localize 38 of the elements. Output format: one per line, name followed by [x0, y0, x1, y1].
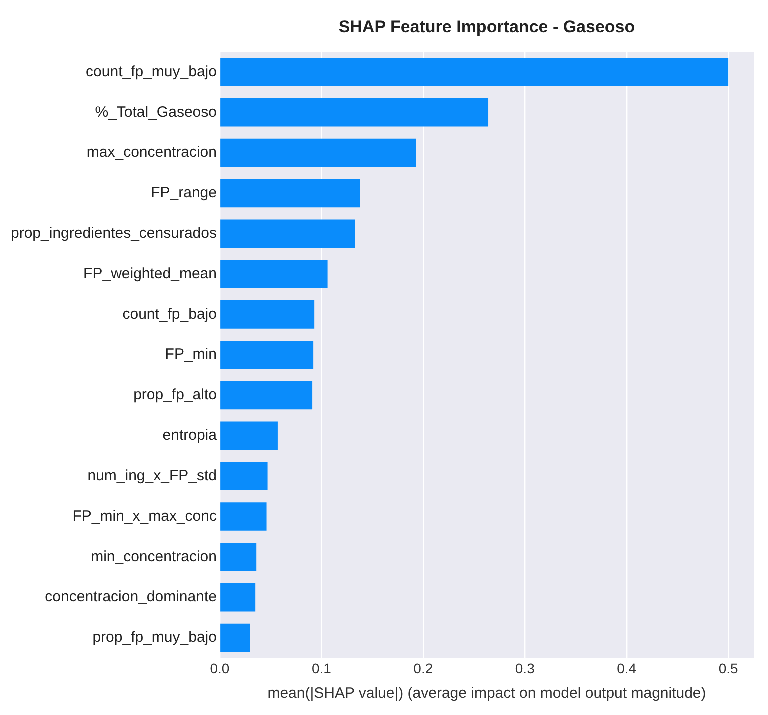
- y-tick-label: prop_ingredientes_censurados: [10, 225, 217, 242]
- bar: [220, 58, 729, 86]
- x-tick-label: 0.3: [515, 660, 536, 676]
- y-tick-label: FP_weighted_mean: [84, 265, 217, 282]
- x-tick-label: 0.5: [718, 660, 739, 676]
- chart-title: SHAP Feature Importance - Gaseoso: [338, 18, 636, 37]
- bar: [220, 624, 250, 652]
- y-tick-label: FP_min_x_max_conc: [72, 508, 218, 525]
- y-tick-label: min_concentracion: [91, 548, 217, 566]
- y-tick-label: num_ing_x_FP_std: [88, 467, 217, 484]
- bar: [220, 220, 356, 248]
- bar: [220, 98, 489, 127]
- y-tick-label: entropia: [162, 427, 218, 444]
- y-tick-label: count_fp_muy_bajo: [86, 63, 217, 80]
- y-tick-label: count_fp_bajo: [122, 306, 217, 323]
- bar: [220, 138, 416, 168]
- bar: [220, 462, 268, 490]
- y-tick-label: concentracion_dominante: [45, 588, 217, 606]
- bar: [220, 300, 315, 329]
- bar: [220, 260, 328, 288]
- x-tick-label: 0.2: [414, 660, 434, 676]
- x-axis-title: mean(|SHAP value|) (average impact on model output magnitude): [268, 685, 706, 702]
- x-tick-label: 0.0: [210, 660, 230, 676]
- bar: [220, 422, 278, 450]
- y-tick-label: FP_min: [165, 346, 217, 364]
- bar: [220, 179, 360, 208]
- bar: [220, 381, 313, 410]
- y-tick-label: %_Total_Gaseoso: [95, 104, 217, 121]
- x-tick-label: 0.1: [312, 660, 332, 676]
- y-tick-label: prop_fp_alto: [134, 386, 217, 404]
- x-tick-label: 0.4: [617, 660, 637, 676]
- y-tick-label: max_concentracion: [86, 144, 217, 162]
- y-tick-label: prop_fp_muy_bajo: [92, 629, 217, 646]
- bar: [220, 340, 314, 370]
- bar: [220, 583, 256, 612]
- bar: [220, 543, 257, 572]
- bar: [220, 502, 267, 531]
- y-tick-label: FP_range: [151, 184, 217, 202]
